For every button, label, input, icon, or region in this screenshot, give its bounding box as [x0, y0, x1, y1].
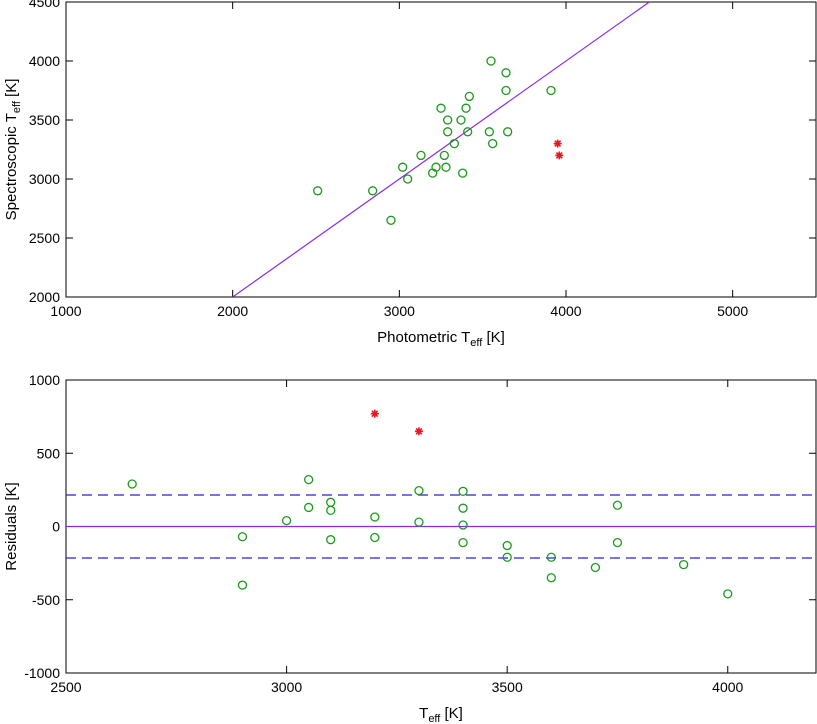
outlier-point [555, 151, 564, 160]
x-tick-label: 3000 [271, 679, 302, 695]
data-point [502, 552, 512, 562]
data-point [464, 91, 474, 102]
data-point [463, 127, 473, 137]
fit-line-group [232, 2, 650, 297]
data-point [484, 127, 494, 137]
data-point [449, 138, 459, 149]
axis-ticks-top: 1000 2000 3000 4000 500020002500300035004000… [29, 0, 816, 319]
residuals-panel: 2500 3000 3500 4000 -1000 -500 0 500 1000 Teff [… [3, 372, 817, 724]
data-point [326, 497, 336, 507]
outlier-point [414, 427, 423, 436]
data-point [439, 150, 449, 161]
x-axis-label-bottom: Teff [K] [419, 705, 463, 724]
axis-ticks-bottom: 2500 3000 3500 4000 -1000 -500 0 500 1000 [24, 372, 816, 695]
data-point [590, 562, 601, 573]
outlier-point [553, 139, 562, 148]
data-point [458, 537, 468, 548]
data-point [403, 174, 413, 184]
data-point [303, 502, 314, 513]
data-point [414, 517, 424, 527]
x-tick-label: 5000 [717, 303, 748, 319]
data-point [612, 537, 623, 548]
data-point [458, 168, 468, 178]
data-point [443, 127, 453, 137]
data-point [458, 503, 468, 513]
y-tick-label: 500 [37, 445, 61, 461]
data-point [370, 512, 380, 522]
y-tick-label: 3500 [29, 112, 60, 128]
one-to-one-line [232, 2, 650, 297]
data-point [501, 85, 511, 96]
x-tick-label: 4000 [712, 679, 743, 695]
data-point [612, 500, 623, 510]
data-points-bottom [127, 409, 733, 599]
data-point [503, 127, 513, 137]
data-point [368, 186, 378, 196]
data-point [414, 485, 424, 496]
data-point [398, 162, 408, 172]
y-tick-label: 3000 [29, 171, 60, 187]
data-points-top [313, 56, 564, 225]
data-point [443, 115, 453, 125]
photometric-vs-spectroscopic-panel: 1000 2000 3000 4000 500020002500300035004000… [3, 0, 817, 349]
y-tick-label: 1000 [29, 372, 60, 388]
x-tick-label: 4000 [550, 303, 581, 319]
data-point [458, 486, 468, 496]
data-point [416, 150, 426, 161]
data-point [326, 535, 336, 545]
y-tick-label: 2000 [29, 289, 60, 305]
data-point [431, 162, 441, 172]
x-tick-label: 2500 [50, 679, 81, 695]
data-point [486, 56, 496, 66]
data-point [502, 540, 512, 551]
data-point [441, 162, 451, 172]
x-tick-label: 1000 [50, 303, 81, 319]
y-tick-label: 4000 [29, 53, 60, 69]
data-point [546, 552, 556, 562]
data-point [678, 559, 689, 570]
data-point [461, 103, 471, 113]
data-point [488, 138, 498, 149]
y-axis-label-bottom: Residuals [K] [3, 482, 20, 570]
data-point [436, 103, 446, 113]
data-point [313, 186, 323, 196]
data-point [546, 85, 556, 96]
x-tick-label: 3000 [384, 303, 415, 319]
data-point [456, 115, 466, 125]
y-tick-label: 0 [52, 519, 60, 535]
data-point [723, 589, 733, 599]
data-point [458, 520, 468, 530]
data-point [326, 505, 336, 516]
data-point [281, 515, 292, 526]
x-tick-label: 3500 [492, 679, 523, 695]
y-tick-label: -500 [32, 592, 60, 608]
y-tick-label: -1000 [24, 665, 60, 681]
y-tick-label: 2500 [29, 230, 60, 246]
outlier-point [370, 409, 379, 418]
data-point [237, 580, 248, 590]
data-point [237, 532, 248, 542]
data-point [303, 474, 314, 485]
data-point [370, 532, 380, 543]
x-tick-label: 2000 [217, 303, 248, 319]
reference-lines-group [66, 494, 816, 559]
data-point [501, 68, 511, 78]
x-axis-label-top: Photometric Teff [K] [377, 329, 505, 349]
data-point [546, 573, 556, 583]
y-tick-label: 4500 [29, 0, 60, 10]
data-point [386, 215, 396, 225]
y-axis-label-top: Spectroscopic Teff [K] [3, 79, 23, 221]
data-point [127, 479, 137, 489]
plot-frame-top [65, 1, 817, 298]
